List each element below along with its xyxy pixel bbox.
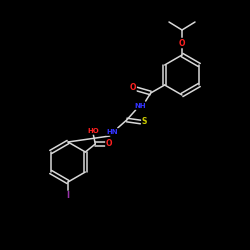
Text: HN: HN <box>107 129 118 135</box>
Text: NH: NH <box>135 103 146 109</box>
Text: O: O <box>179 38 185 48</box>
Text: I: I <box>66 192 70 200</box>
Text: S: S <box>142 118 147 126</box>
Text: O: O <box>130 84 136 92</box>
Text: HO: HO <box>88 128 99 134</box>
Text: O: O <box>106 140 112 148</box>
